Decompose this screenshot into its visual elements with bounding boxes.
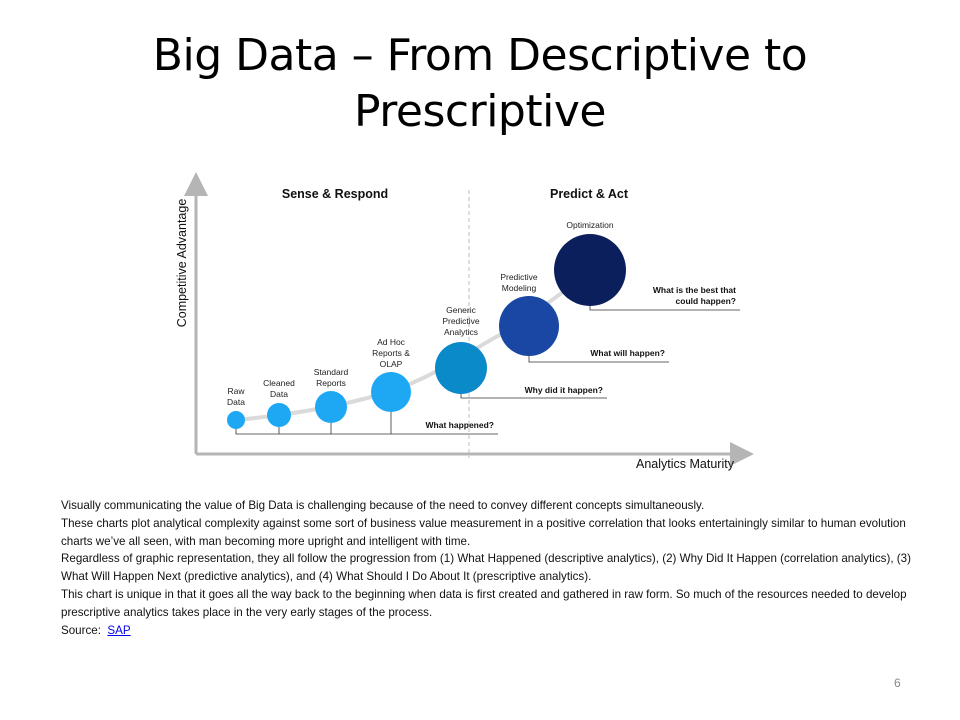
stage-label-predictive-modeling-1: Predictive xyxy=(500,272,538,282)
analytics-maturity-diagram: Sense & Respond Predict & Act Competitiv… xyxy=(175,172,754,471)
stage-label-generic-predictive-3: Analytics xyxy=(444,327,478,337)
y-axis-label: Competitive Advantage xyxy=(175,199,189,328)
stage-label-ad-hoc-1: Ad Hoc xyxy=(377,337,406,347)
stage-label-standard-reports-2: Reports xyxy=(316,378,346,388)
stage-label-raw-data-1: Raw xyxy=(227,386,245,396)
stage-raw-data-circle xyxy=(227,411,245,429)
stage-label-ad-hoc-3: OLAP xyxy=(380,359,403,369)
stage-predictive-modeling-circle xyxy=(499,296,559,356)
section-header-predict-act: Predict & Act xyxy=(550,187,629,201)
stage-standard-reports-circle xyxy=(315,391,347,423)
body-text: Visually communicating the value of Big … xyxy=(61,497,921,639)
question-label-best-line2: could happen? xyxy=(676,296,736,306)
stage-label-optimization: Optimization xyxy=(566,220,614,230)
body-paragraph-4: This chart is unique in that it goes all… xyxy=(61,587,907,619)
stage-label-generic-predictive-1: Generic xyxy=(446,305,477,315)
question-brackets xyxy=(235,305,740,435)
stage-label-generic-predictive-2: Predictive xyxy=(442,316,480,326)
stage-label-predictive-modeling-2: Modeling xyxy=(502,283,537,293)
section-header-sense-respond: Sense & Respond xyxy=(282,187,388,201)
body-paragraph-3: Regardless of graphic representation, th… xyxy=(61,552,911,584)
stage-label-standard-reports-1: Standard xyxy=(314,367,349,377)
body-paragraph-2: These charts plot analytical complexity … xyxy=(61,516,906,548)
stage-label-cleaned-data-2: Data xyxy=(270,389,288,399)
question-label-best-line1: What is the best that xyxy=(653,285,736,295)
source-line: Source: SAP xyxy=(61,622,921,640)
source-label: Source: xyxy=(61,623,101,637)
question-label-why: Why did it happen? xyxy=(525,385,603,395)
x-axis-label: Analytics Maturity xyxy=(636,457,735,471)
stage-ad-hoc-reports-circle xyxy=(371,372,411,412)
stage-label-raw-data-2: Data xyxy=(227,397,245,407)
question-label-what-will: What will happen? xyxy=(590,348,665,358)
stage-label-cleaned-data-1: Cleaned xyxy=(263,378,295,388)
body-paragraph-1: Visually communicating the value of Big … xyxy=(61,499,705,512)
question-label-what-happened: What happened? xyxy=(426,420,494,430)
stage-cleaned-data-circle xyxy=(267,403,291,427)
stage-generic-predictive-circle xyxy=(435,342,487,394)
page-number: 6 xyxy=(894,676,901,690)
stage-optimization-circle xyxy=(554,234,626,306)
stage-label-ad-hoc-2: Reports & xyxy=(372,348,410,358)
slide-title: Big Data – From Descriptive to Prescript… xyxy=(152,30,808,137)
source-link-sap[interactable]: SAP xyxy=(107,623,131,637)
